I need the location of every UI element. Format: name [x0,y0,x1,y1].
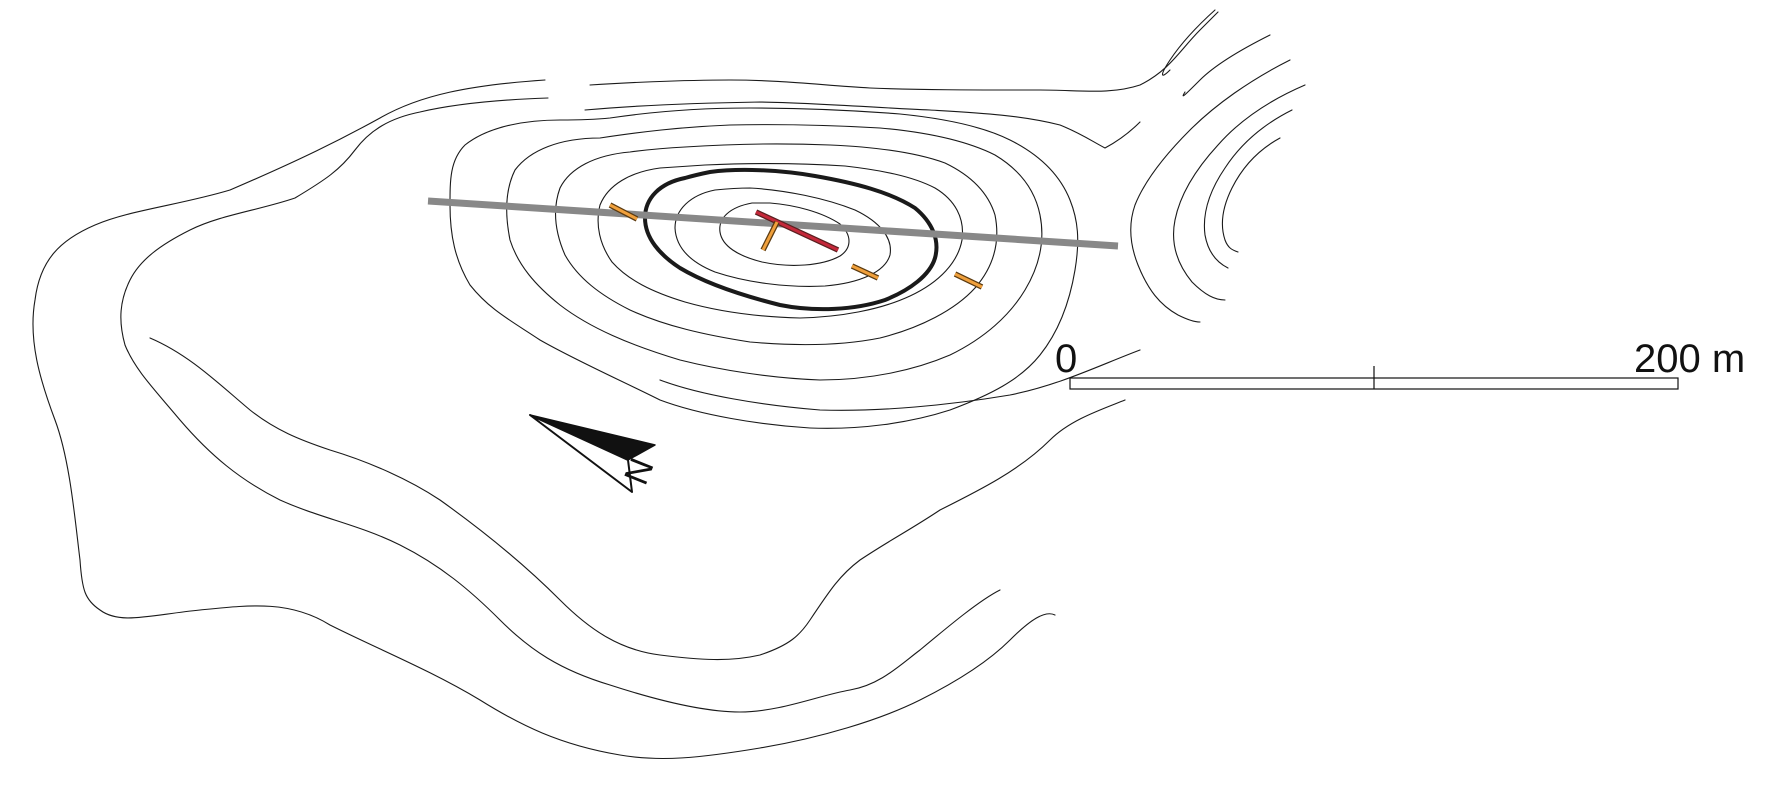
north-arrow-light-half [529,414,633,493]
contour-summit-enclosure [643,167,939,312]
profile-line [427,197,1119,250]
contour-hill-1 [449,107,1079,429]
contour-ridge-2 [584,101,1141,149]
trench-group [608,202,984,290]
trench-2-fill [761,221,779,251]
contour-outer [32,79,1056,760]
contour-summit-1 [674,187,891,287]
contour-summit-2 [719,202,850,266]
scale-end-label: 200 m [1634,337,1745,381]
contour-outer-2 [120,97,1001,713]
north-arrow-icon: N [529,414,662,493]
contour-ridge [589,11,1219,92]
trench-1-fill [609,203,638,221]
contour-right-6 [1221,137,1281,253]
contour-lobe [149,337,1126,661]
contour-right-1 [1161,9,1216,76]
contour-ridge-3 [659,349,1141,411]
main-trench-fill [755,210,839,252]
scale-bar: 0 200 m [1055,337,1745,390]
trench-4-fill [954,272,983,289]
contour-hill-3 [554,143,998,346]
contour-right-3 [1130,59,1291,323]
contour-hill-4 [597,163,964,319]
trench-3-fill [851,264,879,280]
scale-start-label: 0 [1055,337,1077,381]
contour-hill-2 [506,124,1043,381]
contour-right-4 [1172,84,1306,301]
contour-right-5 [1203,109,1293,269]
contour-right-2 [1182,34,1271,97]
